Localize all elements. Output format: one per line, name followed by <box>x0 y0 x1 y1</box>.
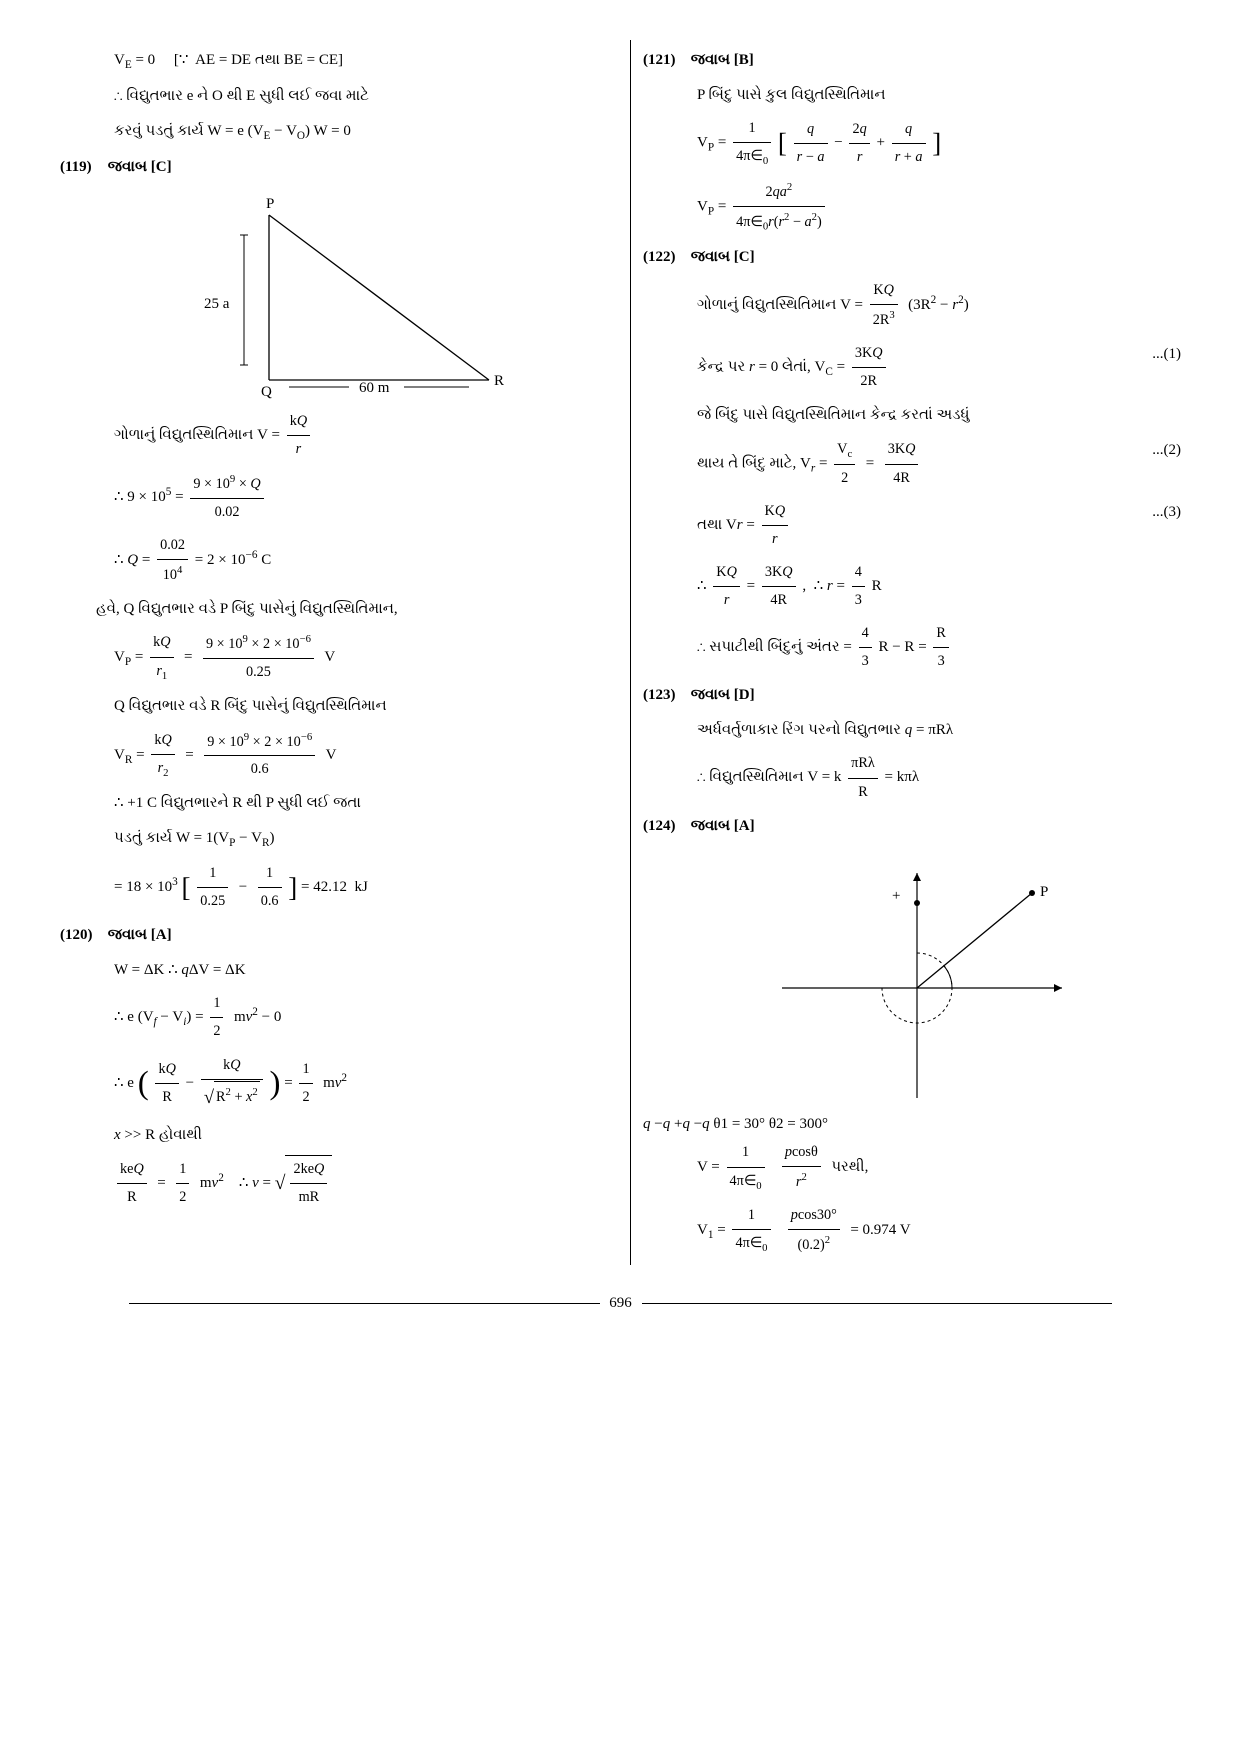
q119-eq5: VP = kQr1 = 9 × 109 × 2 × 10−60.25 V <box>114 629 598 686</box>
left-column: VE = 0 [∵ AE = DE તથા BE = CE] ∴ વિદ્યુત… <box>60 40 610 1265</box>
q119-eq1: ગોળાનું વિદ્યુતસ્થિતિમાન V = kQr <box>114 408 598 463</box>
intro-line-2: ∴ વિદ્યુતભાર e ને O થી E સુધી લઈ જવા માટ… <box>114 82 598 111</box>
q122-eq4: થાય તે બિંદુ માટે, Vr = Vc2 = 3KQ4R ...(… <box>697 436 1181 492</box>
q122-eq1: ગોળાનું વિદ્યુતસ્થિતિમાન V = KQ2R3 (3R2 … <box>697 277 1181 334</box>
question-number: (121) <box>643 46 687 75</box>
q119-txt4: હવે, Q વિદ્યુતભાર વડે P બિંદુ પાસેનું વિ… <box>96 595 598 624</box>
label-r: R <box>494 373 504 389</box>
question-number: (122) <box>643 243 687 272</box>
q122-eq2: કેન્દ્ર પર r = 0 લેતાં, VC = 3KQ2R ...(1… <box>697 340 1181 395</box>
q122-eq7: ∴ સપાટીથી બિંદુનું અંતર = 43 R − R = R3 <box>697 620 1181 675</box>
q121-eq3: VP = 2qa24π∈0r(r2 − a2) <box>697 177 1181 237</box>
triangle-diagram: 25 a P Q R 60 m <box>149 190 509 400</box>
q119-eq2: ∴ 9 × 105 = 9 × 109 × Q0.02 <box>114 469 598 526</box>
intro-line-3: કરવું પડતું કાર્ય W = e (VE − VO) W = 0 <box>114 117 598 147</box>
q119-eq10: = 18 × 103 [ 10.25 − 10.6 ] = 42.12 kJ <box>114 860 598 915</box>
q119-eq9: પડતું કાર્ય W = 1(VP − VR) <box>114 824 598 854</box>
q119-txt8: ∴ +1 C વિદ્યુતભારને R થી P સુધી લઈ જતા <box>114 789 598 818</box>
label-60m: 60 m <box>359 380 390 396</box>
q123-txt1: અર્ધવર્તુળાકાર રિંગ પરનો વિદ્યુતભાર q = … <box>697 716 1181 745</box>
label-25a: 25 a <box>204 296 230 312</box>
svg-text:P: P <box>1040 884 1048 900</box>
q120-eq3: ∴ e ( kQR − kQ√R2 + x2 ) = 12 mv2 <box>114 1052 598 1115</box>
txt: તથા <box>255 52 280 68</box>
page-number: 696 <box>609 1295 632 1311</box>
q124-eq1: V = 14π∈0 pcosθr2 પરથી, <box>697 1139 1181 1196</box>
q120-eq2: ∴ e (Vf − Vi) = 12 mv2 − 0 <box>114 990 598 1045</box>
q121-header: (121) જવાબ [B] <box>643 46 1181 75</box>
q120-header: (120) જવાબ [A] <box>60 921 598 950</box>
q124-header: (124) જવાબ [A] <box>643 812 1181 841</box>
q120-eq5: keQR = 12 mv2 ∴ v = √2keQmR <box>114 1155 598 1211</box>
q123-eq2: ∴ વિદ્યુતસ્થિતિમાન V = k πRλR = kπλ <box>697 750 1181 805</box>
q123-header: (123) જવાબ [D] <box>643 681 1181 710</box>
svg-text:+: + <box>892 888 900 904</box>
charge-axes-diagram: P + <box>732 848 1092 1108</box>
page-footer: 696 <box>60 1295 1181 1312</box>
intro-line-1: VE = 0 [∵ AE = DE તથા BE = CE] <box>114 46 598 76</box>
label-q: Q <box>261 384 272 400</box>
q121-eq2: VP = 14π∈0 [ qr − a − 2qr + qr + a ] <box>697 115 1181 171</box>
answer-label: જવાબ [C] <box>691 249 755 265</box>
q121-txt1: P બિંદુ પાસે કુલ વિદ્યુતસ્થિતિમાન <box>697 81 1181 110</box>
answer-label: જવાબ [A] <box>108 927 172 943</box>
answer-label: જવાબ [B] <box>691 52 754 68</box>
q122-txt3: જે બિંદુ પાસે વિદ્યુતસ્થિતિમાન કેન્દ્ર ક… <box>697 401 1181 430</box>
right-column: (121) જવાબ [B] P બિંદુ પાસે કુલ વિદ્યુતસ… <box>630 40 1181 1265</box>
question-number: (124) <box>643 812 687 841</box>
q119-header: (119) જવાબ [C] <box>60 153 598 182</box>
q119-eq3: ∴ Q = 0.02104 = 2 × 10−6 C <box>114 532 598 589</box>
q122-eq5: તથા Vr = KQr ...(3) <box>697 498 1181 553</box>
txt: કરવું પડતું કાર્ય <box>114 123 204 139</box>
answer-label: જવાબ [D] <box>691 687 755 703</box>
question-number: (123) <box>643 681 687 710</box>
label-p: P <box>266 196 274 212</box>
q119-eq7: VR = kQr2 = 9 × 109 × 2 × 10−60.6 V <box>114 727 598 784</box>
q124-eq2: V1 = 14π∈0 pcos30°(0.2)2 = 0.974 V <box>697 1202 1181 1259</box>
question-number: (120) <box>60 921 104 950</box>
q120-txt4: x >> R હોવાથી <box>114 1121 598 1150</box>
q122-eq6: ∴ KQr = 3KQ4R , ∴ r = 43 R <box>697 559 1181 614</box>
answer-label: જવાબ [C] <box>108 159 172 175</box>
question-number: (119) <box>60 153 104 182</box>
q120-eq1: W = ΔK ∴ qΔV = ΔK <box>114 956 598 985</box>
q122-header: (122) જવાબ [C] <box>643 243 1181 272</box>
q119-txt6: Q વિદ્યુતભાર વડે R બિંદુ પાસેનું વિદ્યુત… <box>114 692 598 721</box>
answer-label: જવાબ [A] <box>691 818 755 834</box>
page-columns: VE = 0 [∵ AE = DE તથા BE = CE] ∴ વિદ્યુત… <box>60 40 1181 1265</box>
